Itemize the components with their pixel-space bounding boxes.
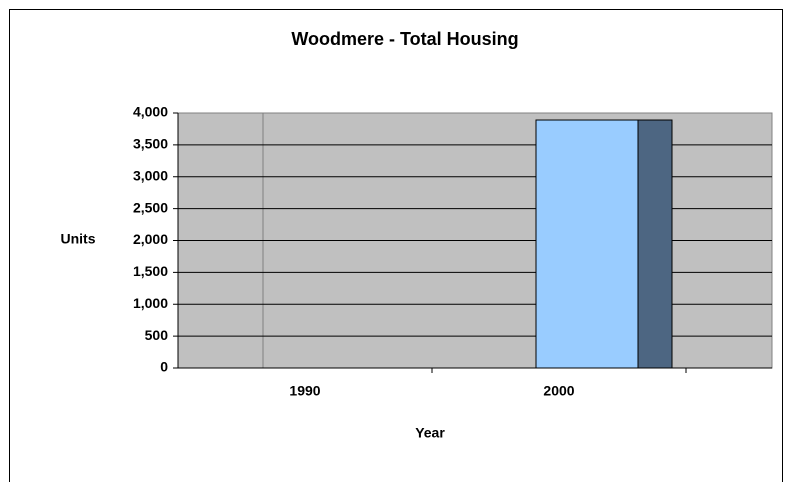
chart-title: Woodmere - Total Housing <box>291 29 518 49</box>
x-axis-label: Year <box>415 425 445 441</box>
y-tick-label: 2,000 <box>133 231 168 247</box>
y-tick-label: 500 <box>145 327 169 343</box>
y-tick-label: 1,500 <box>133 263 168 279</box>
y-axis-label: Units <box>61 231 96 247</box>
x-tick-label: 1990 <box>289 383 320 399</box>
y-tick-label: 2,500 <box>133 199 168 215</box>
bar <box>637 119 673 369</box>
x-tick-label: 2000 <box>543 383 574 399</box>
bar <box>535 119 639 369</box>
y-tick-label: 3,500 <box>133 136 168 152</box>
y-tick-label: 4,000 <box>133 104 168 120</box>
y-tick-label: 0 <box>160 359 168 375</box>
y-tick-label: 3,000 <box>133 167 168 183</box>
y-tick-label: 1,000 <box>133 295 168 311</box>
